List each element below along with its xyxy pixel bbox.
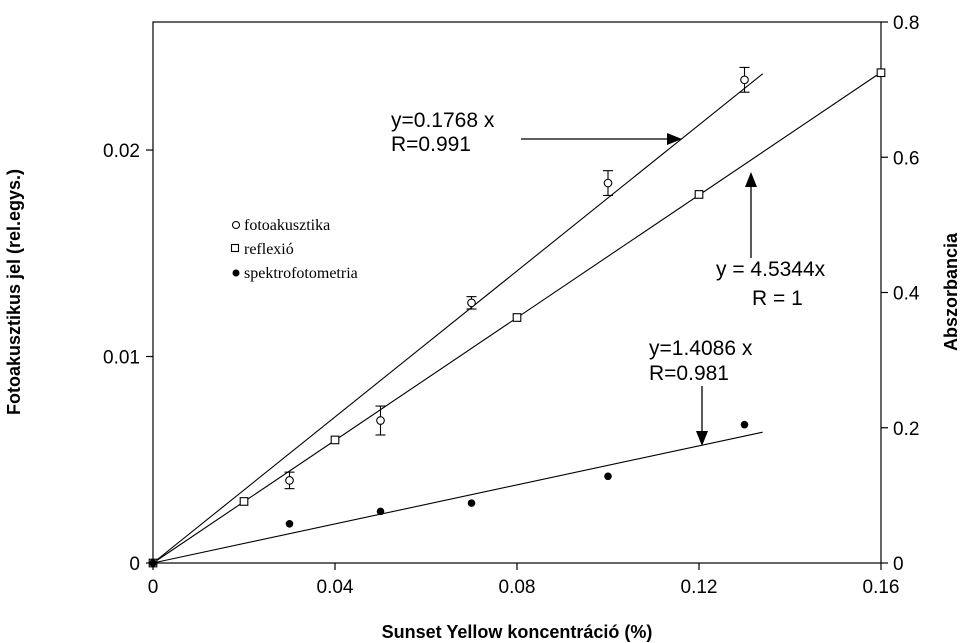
y-left-tick-label-0: 0: [129, 554, 140, 575]
y-right-tick-label-2: 0.4: [893, 284, 920, 305]
point-fotoakusztika-3: [467, 298, 476, 308]
x-tick-label-0: 0: [148, 577, 159, 598]
point-spektrofotometria-2: [376, 507, 385, 516]
annotation-fotoakusztika-r: R=0.991: [391, 133, 471, 156]
y-left-tick-label-2: 0.02: [103, 141, 140, 162]
fit-line-fotoakusztika: [152, 73, 764, 564]
y-right-tick-label-1: 0.2: [893, 419, 919, 440]
legend-label-spektrofotometria: spektrofotometria: [244, 265, 358, 282]
point-fotoakusztika-1: [285, 476, 294, 485]
x-tick-label-3: 0.12: [681, 577, 718, 598]
y-axis-left-title: Fotoakusztikus jel (rel.egys.): [4, 169, 24, 415]
annotation-spektrofotometria-fit: y=1.4086 x R=0.981: [649, 337, 753, 446]
point-fotoakusztika-5: [740, 75, 749, 85]
point-reflexio-4: [694, 190, 704, 199]
annotation-arrowhead-fotoakusztika: [667, 133, 682, 145]
annotation-arrowhead-reflexio: [745, 172, 757, 187]
annotation-reflexio-equation: y = 4.5344x: [716, 258, 826, 281]
point-spektrofotometria-5: [740, 420, 749, 429]
annotation-fotoakusztika-equation: y=0.1768 x: [391, 109, 495, 132]
annotation-arrowhead-spektrofotometria: [696, 431, 708, 446]
legend-marker-reflexio: [230, 243, 240, 253]
annotation-fotoakusztika-fit: y=0.1768 x R=0.991: [391, 109, 682, 156]
x-tick-label-4: 0.16: [863, 577, 900, 598]
x-tick-label-1: 0.04: [317, 577, 354, 598]
y-right-tick-label-0: 0: [893, 554, 904, 575]
point-reflexio-2: [330, 435, 340, 445]
point-fotoakusztika-2: [376, 416, 385, 425]
point-spektrofotometria-3: [467, 499, 476, 507]
point-spektrofotometria-4: [604, 472, 612, 481]
x-axis-title: Sunset Yellow koncentráció (%): [382, 622, 653, 642]
y-right-tick-label-4: 0.8: [893, 13, 919, 34]
point-spektrofotometria-1: [285, 519, 294, 528]
x-tick-label-2: 0.08: [499, 577, 536, 598]
point-reflexio-3: [512, 313, 522, 322]
legend-label-fotoakusztika: fotoakusztika: [244, 217, 330, 234]
annotation-spektrofotometria-r: R=0.981: [649, 362, 729, 385]
fit-line-spektrofotometria: [152, 431, 763, 564]
legend-marker-fotoakusztika: [231, 220, 241, 230]
annotation-reflexio-r: R = 1: [752, 287, 803, 310]
annotation-spektrofotometria-equation: y=1.4086 x: [649, 337, 753, 360]
legend-label-reflexio: reflexió: [244, 241, 294, 258]
point-reflexio-1: [239, 497, 249, 506]
y-right-tick-label-3: 0.6: [893, 148, 919, 169]
y-axis-right-title: Abszorbancia: [941, 232, 961, 351]
legend-marker-spektrofotometria: [232, 269, 240, 277]
point-spektrofotometria-0: [149, 559, 157, 567]
annotation-reflexio-fit: y = 4.5344x R = 1: [716, 172, 826, 310]
point-reflexio-5: [876, 68, 886, 78]
legend: fotoakusztika reflexió spektrofotometria: [230, 217, 358, 282]
y-left-tick-label-1: 0.01: [103, 348, 140, 369]
point-fotoakusztika-4: [603, 178, 613, 188]
